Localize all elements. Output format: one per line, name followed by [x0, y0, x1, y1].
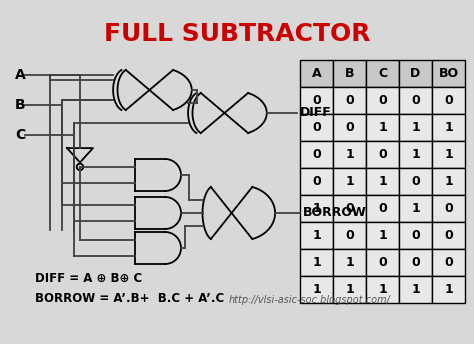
Bar [432, 222, 465, 249]
Text: 0: 0 [345, 121, 354, 134]
Bar [366, 114, 399, 141]
Bar [333, 222, 366, 249]
Text: A: A [15, 68, 26, 82]
Bar [366, 276, 399, 303]
Text: 1: 1 [345, 283, 354, 296]
Bar [399, 195, 432, 222]
Text: DIFF: DIFF [300, 107, 331, 119]
Text: 0: 0 [444, 94, 453, 107]
Text: 0: 0 [411, 256, 420, 269]
Text: BORROW: BORROW [303, 206, 367, 219]
Bar [300, 195, 333, 222]
Bar [333, 249, 366, 276]
Text: FULL SUBTRACTOR: FULL SUBTRACTOR [104, 22, 370, 46]
Bar [300, 114, 333, 141]
Text: 1: 1 [312, 202, 321, 215]
Bar [333, 60, 366, 87]
Text: 0: 0 [444, 256, 453, 269]
Bar [333, 114, 366, 141]
Text: 1: 1 [444, 175, 453, 188]
Bar [432, 60, 465, 87]
Text: D: D [410, 67, 420, 80]
Text: 1: 1 [312, 229, 321, 242]
Bar [333, 141, 366, 168]
Text: 0: 0 [411, 94, 420, 107]
Text: 1: 1 [378, 229, 387, 242]
Bar [432, 141, 465, 168]
Text: A: A [312, 67, 321, 80]
Text: 1: 1 [411, 283, 420, 296]
Text: 0: 0 [345, 229, 354, 242]
Text: 1: 1 [444, 121, 453, 134]
Bar [432, 114, 465, 141]
Bar [300, 141, 333, 168]
Text: 0: 0 [312, 175, 321, 188]
Text: 0: 0 [378, 94, 387, 107]
Text: 0: 0 [444, 229, 453, 242]
Bar [333, 276, 366, 303]
Text: 1: 1 [411, 121, 420, 134]
Bar [432, 249, 465, 276]
Bar [366, 168, 399, 195]
Bar [366, 141, 399, 168]
Text: 1: 1 [444, 283, 453, 296]
Text: 0: 0 [312, 94, 321, 107]
Text: 1: 1 [411, 148, 420, 161]
Text: 0: 0 [312, 121, 321, 134]
Text: 1: 1 [378, 175, 387, 188]
Bar [366, 195, 399, 222]
Bar [432, 276, 465, 303]
Text: 1: 1 [345, 148, 354, 161]
Text: 1: 1 [345, 256, 354, 269]
Text: BO: BO [438, 67, 458, 80]
Bar [300, 168, 333, 195]
Bar [399, 249, 432, 276]
Bar [300, 87, 333, 114]
Bar [366, 249, 399, 276]
Text: 0: 0 [378, 148, 387, 161]
Text: 0: 0 [378, 256, 387, 269]
Bar [333, 168, 366, 195]
Text: 0: 0 [444, 202, 453, 215]
Bar [432, 195, 465, 222]
Bar [366, 222, 399, 249]
Text: C: C [378, 67, 387, 80]
Text: 0: 0 [345, 94, 354, 107]
Bar [399, 276, 432, 303]
Text: B: B [15, 98, 26, 112]
Bar [366, 60, 399, 87]
Text: 1: 1 [312, 283, 321, 296]
Bar [333, 87, 366, 114]
Text: 0: 0 [345, 202, 354, 215]
Bar [333, 195, 366, 222]
Text: 1: 1 [378, 283, 387, 296]
Bar [366, 87, 399, 114]
Text: 1: 1 [411, 202, 420, 215]
Bar [300, 249, 333, 276]
Bar [300, 60, 333, 87]
Bar [432, 87, 465, 114]
Text: DIFF = A ⊕ B⊕ C: DIFF = A ⊕ B⊕ C [35, 271, 142, 284]
Text: B: B [345, 67, 354, 80]
Bar [300, 276, 333, 303]
Bar [399, 168, 432, 195]
Text: 0: 0 [378, 202, 387, 215]
Text: 0: 0 [411, 175, 420, 188]
Bar [399, 60, 432, 87]
Bar [399, 222, 432, 249]
Bar [300, 222, 333, 249]
Text: BORROW = A’.B+  B.C + A’.C: BORROW = A’.B+ B.C + A’.C [35, 291, 224, 304]
Text: 0: 0 [312, 148, 321, 161]
Bar [399, 114, 432, 141]
Bar [399, 87, 432, 114]
Text: 1: 1 [444, 148, 453, 161]
Text: 1: 1 [312, 256, 321, 269]
Text: 1: 1 [345, 175, 354, 188]
Bar [399, 141, 432, 168]
Text: 1: 1 [378, 121, 387, 134]
Text: 0: 0 [411, 229, 420, 242]
Text: C: C [15, 128, 25, 142]
Text: http://vlsi-asic-soc.blogspot.com/: http://vlsi-asic-soc.blogspot.com/ [229, 295, 391, 305]
Bar [432, 168, 465, 195]
